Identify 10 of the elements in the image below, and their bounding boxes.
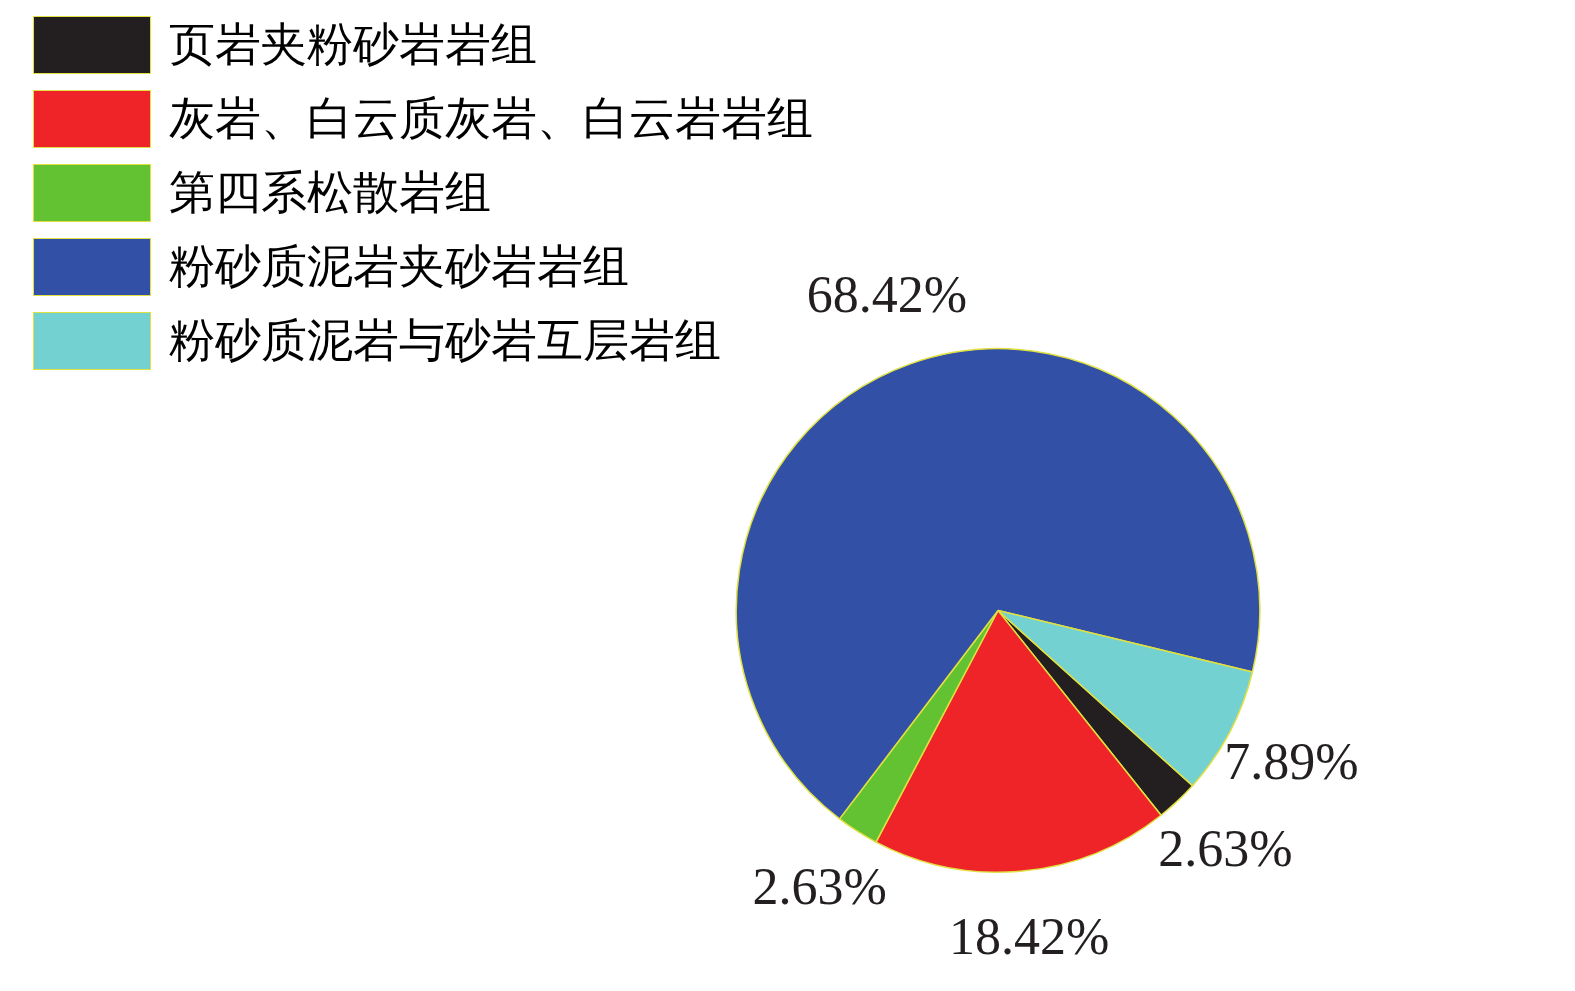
legend-label: 第四系松散岩组 bbox=[169, 164, 491, 221]
data-label: 7.89% bbox=[1224, 732, 1359, 790]
legend-label: 页岩夹粉砂岩岩组 bbox=[169, 16, 537, 73]
data-label: 2.63% bbox=[752, 857, 887, 915]
legend-label: 粉砂质泥岩夹砂岩岩组 bbox=[169, 238, 629, 295]
data-label: 2.63% bbox=[1158, 819, 1293, 877]
data-label: 18.42% bbox=[948, 908, 1110, 966]
legend-label: 粉砂质泥岩与砂岩互层岩组 bbox=[169, 312, 721, 369]
legend-label: 灰岩、白云质灰岩、白云岩岩组 bbox=[169, 90, 813, 147]
data-label: 68.42% bbox=[806, 265, 968, 323]
